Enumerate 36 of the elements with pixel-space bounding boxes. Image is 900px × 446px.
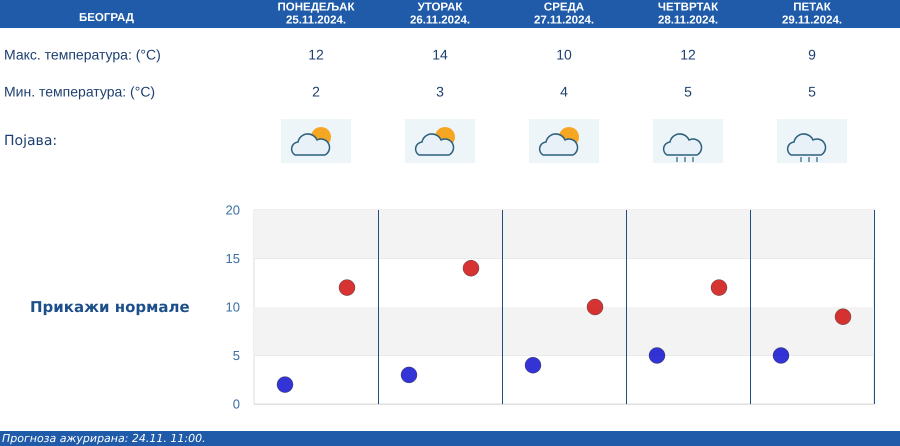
data-label: 3 <box>436 84 444 100</box>
y-tick-label: Макс. температура: (°C) <box>4 46 161 62</box>
x-tick-label: ПОНЕДЕЉАК 25.11.2024. <box>278 2 356 26</box>
data-label: 14 <box>432 46 448 62</box>
y-tick-label: 5 <box>232 348 240 363</box>
data-label: 2 <box>312 84 320 100</box>
point <box>462 260 480 276</box>
text: Прогноза ажурирана: 24.11. 11:00. <box>1 432 206 445</box>
point <box>710 279 728 296</box>
point <box>276 376 294 393</box>
x-tick-label: СРЕДА 27.11.2024. <box>534 2 594 26</box>
y-tick-label: Мин. температура: (°C) <box>4 84 156 100</box>
point <box>400 366 418 384</box>
y-tick-label: 10 <box>226 300 240 314</box>
x-tick-label: УТОРАК 26.11.2024. <box>410 2 470 26</box>
text: Појава: <box>4 133 58 149</box>
y-tick-label: 15 <box>226 251 240 266</box>
point <box>772 347 790 364</box>
data-label: 12 <box>308 46 324 62</box>
point <box>338 279 356 296</box>
y-tick-label: 20 <box>226 202 240 218</box>
data-label: 12 <box>680 46 696 62</box>
text: Прикажи нормале <box>30 298 190 316</box>
x-tick-label: ПЕТАК 29.11.2024. <box>782 2 842 26</box>
point <box>524 356 542 374</box>
data-label: 5 <box>684 84 692 100</box>
text: БЕОГРАД <box>79 12 134 24</box>
data-label: 4 <box>560 84 568 100</box>
y-tick-label: 0 <box>232 396 240 412</box>
x-tick-label: ЧЕТВРТАК 28.11.2024. <box>658 2 720 26</box>
point <box>648 347 666 364</box>
point <box>586 298 604 316</box>
data-label: 5 <box>808 84 816 100</box>
point <box>834 308 852 325</box>
data-label: 9 <box>808 46 816 62</box>
data-label: 10 <box>556 46 572 62</box>
